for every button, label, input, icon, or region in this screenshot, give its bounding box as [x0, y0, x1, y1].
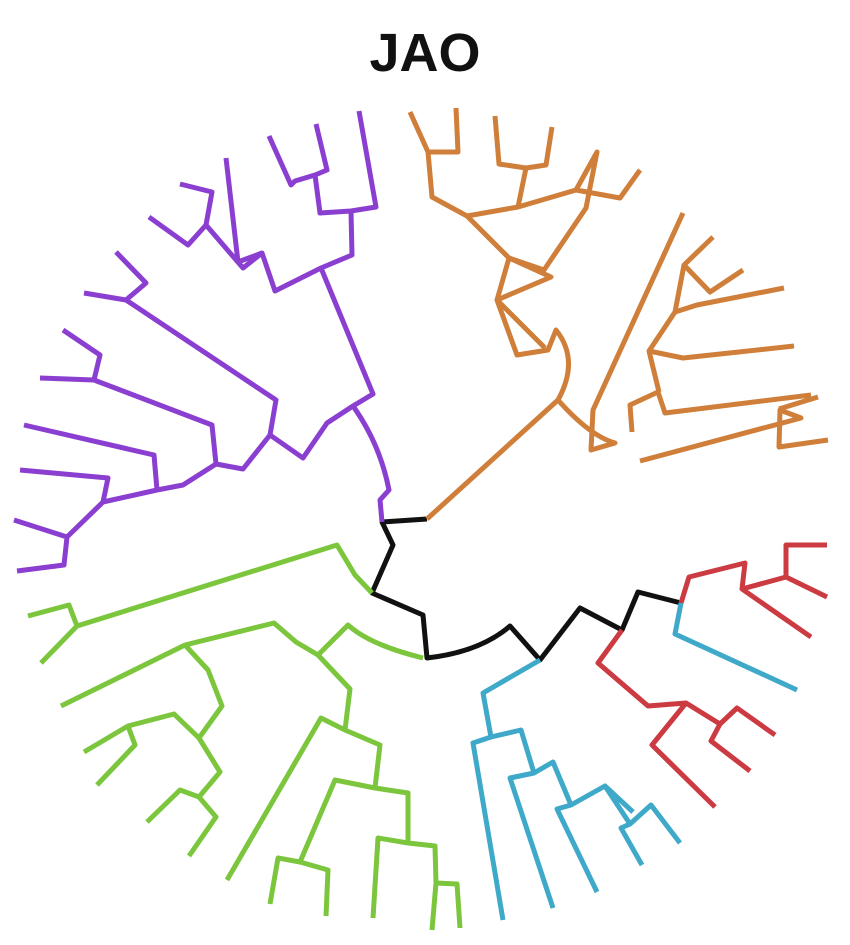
clade-green: [27, 542, 463, 931]
clade-green-branch: [27, 542, 463, 931]
clade-red: [595, 542, 829, 809]
clade-orange-branch: [407, 107, 829, 521]
clade-purple: [13, 110, 392, 574]
chart-title: JAO: [369, 23, 481, 83]
clade-blue: [470, 602, 799, 921]
clade-red-branch: [595, 542, 829, 809]
clade-orange: [407, 107, 829, 521]
trunk-branches: [369, 516, 682, 663]
clade-blue-branch: [470, 602, 799, 921]
clade-purple-branch: [13, 110, 392, 574]
trunk-branch: [369, 516, 682, 663]
